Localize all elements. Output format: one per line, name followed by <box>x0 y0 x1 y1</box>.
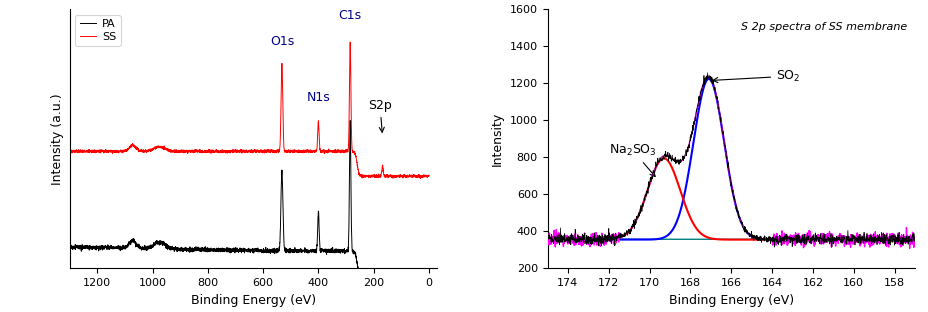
Text: C1s: C1s <box>338 9 361 22</box>
Text: Na$_2$SO$_3$: Na$_2$SO$_3$ <box>608 143 656 177</box>
PA <box>414 278 425 281</box>
PA <box>416 274 427 277</box>
PA <box>344 119 355 122</box>
X-axis label: Binding Energy (eV): Binding Energy (eV) <box>190 294 316 307</box>
SS <box>344 40 355 44</box>
Y-axis label: Intensity: Intensity <box>491 112 504 166</box>
PA <box>64 245 75 249</box>
Text: S 2p spectra of SS membrane: S 2p spectra of SS membrane <box>741 22 907 32</box>
PA <box>126 238 137 242</box>
Text: SO$_2$: SO$_2$ <box>712 69 800 84</box>
SS <box>423 174 434 178</box>
Text: O1s: O1s <box>269 35 294 48</box>
Legend: PA, SS: PA, SS <box>75 15 121 46</box>
Text: S2p: S2p <box>367 99 392 132</box>
Y-axis label: Intensity (a.u.): Intensity (a.u.) <box>51 93 64 185</box>
SS <box>126 143 137 146</box>
PA <box>423 273 434 276</box>
Text: N1s: N1s <box>306 91 330 104</box>
SS <box>416 174 427 178</box>
SS <box>64 149 75 153</box>
PA <box>378 274 389 277</box>
Line: PA: PA <box>70 120 429 280</box>
SS <box>378 168 389 172</box>
SS <box>414 177 425 180</box>
X-axis label: Binding Energy (eV): Binding Energy (eV) <box>668 294 793 307</box>
PA <box>105 246 116 250</box>
SS <box>105 150 116 154</box>
PA <box>217 250 228 253</box>
SS <box>217 151 228 155</box>
Line: SS: SS <box>70 42 429 178</box>
SS <box>201 150 213 154</box>
PA <box>201 250 213 254</box>
